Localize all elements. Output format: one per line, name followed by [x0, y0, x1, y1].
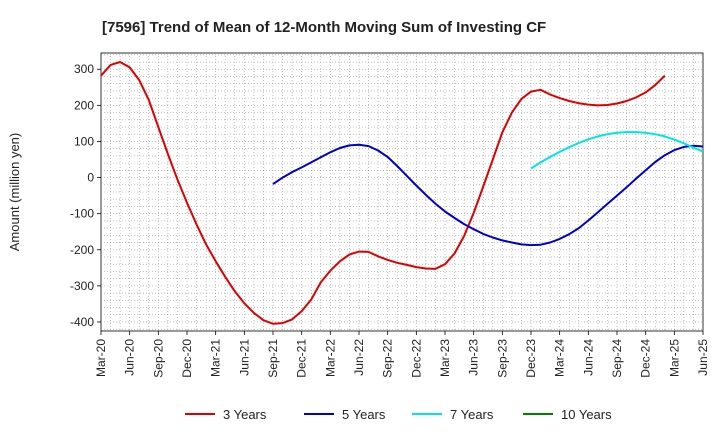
legend: 3 Years 5 Years 7 Years 10 Years	[185, 407, 612, 422]
y-tick-label: -200	[70, 243, 94, 257]
x-tick-label: Jun-24	[581, 339, 595, 376]
x-tick-label: Mar-23	[438, 339, 452, 377]
y-tick-label: 200	[74, 98, 94, 112]
y-axis-label: Amount (million yen)	[7, 133, 22, 252]
x-tick-label: Dec-22	[409, 339, 423, 378]
x-tick-label: Sep-21	[266, 339, 280, 378]
legend-label-10-years: 10 Years	[561, 407, 612, 422]
legend-label-5-years: 5 Years	[342, 407, 386, 422]
y-tick-label: 0	[87, 171, 94, 185]
x-tick-label: Sep-23	[495, 339, 509, 378]
x-tick-label: Mar-21	[209, 339, 223, 377]
x-tick-label: Dec-23	[524, 339, 538, 378]
x-tick-label: Jun-23	[467, 339, 481, 376]
x-tick-label: Mar-25	[667, 339, 681, 377]
series-line-5-years	[272, 143, 704, 247]
x-tick-label: Mar-24	[553, 339, 567, 377]
y-tick-label: 100	[74, 134, 94, 148]
x-tick-label: Sep-22	[381, 339, 395, 378]
x-tick-label: Mar-20	[94, 339, 108, 377]
chart-title: [7596] Trend of Mean of 12-Month Moving …	[102, 19, 546, 36]
series-line-3-years	[100, 61, 666, 325]
legend-label-7-years: 7 Years	[450, 407, 494, 422]
series-line-7-years	[530, 131, 704, 170]
x-tick-label: Jun-20	[123, 339, 137, 376]
y-tick-label: 300	[74, 62, 94, 76]
x-tick-label: Dec-20	[180, 339, 194, 378]
y-tick-label: -100	[70, 207, 94, 221]
y-tick-label: -400	[70, 315, 94, 329]
y-tick-label: -300	[70, 279, 94, 293]
x-tick-label: Jun-22	[352, 339, 366, 376]
legend-label-3-years: 3 Years	[223, 407, 267, 422]
x-tick-label: Dec-21	[295, 339, 309, 378]
x-tick-label: Dec-24	[639, 339, 653, 378]
x-tick-label: Sep-20	[151, 339, 165, 378]
x-tick-label: Sep-24	[610, 339, 624, 378]
x-tick-label: Jun-21	[237, 339, 251, 376]
x-tick-label: Jun-25	[696, 339, 710, 376]
x-tick-label: Mar-22	[323, 339, 337, 377]
